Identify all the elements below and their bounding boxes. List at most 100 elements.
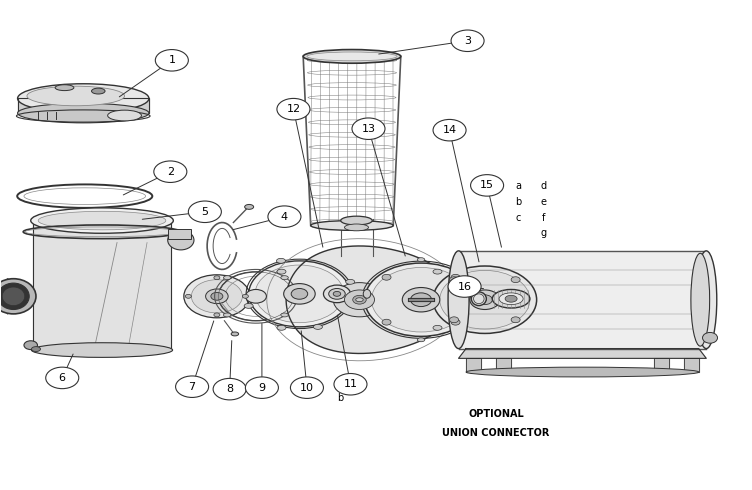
Ellipse shape <box>363 290 371 298</box>
Ellipse shape <box>451 274 460 280</box>
Ellipse shape <box>245 290 266 303</box>
Ellipse shape <box>341 216 372 225</box>
Text: 16: 16 <box>457 282 472 292</box>
Text: OPTIONAL: OPTIONAL <box>468 409 524 418</box>
Circle shape <box>268 206 301 227</box>
Text: 4: 4 <box>280 212 288 221</box>
Ellipse shape <box>17 103 149 123</box>
Ellipse shape <box>242 294 248 298</box>
Ellipse shape <box>291 289 308 299</box>
Polygon shape <box>466 358 481 372</box>
Ellipse shape <box>223 313 231 317</box>
Ellipse shape <box>450 277 459 283</box>
Text: a: a <box>337 379 343 389</box>
Ellipse shape <box>307 52 397 61</box>
Ellipse shape <box>277 325 286 330</box>
Ellipse shape <box>303 49 401 63</box>
Polygon shape <box>684 358 699 372</box>
Ellipse shape <box>696 251 717 348</box>
Ellipse shape <box>249 261 350 327</box>
Ellipse shape <box>470 290 500 310</box>
Ellipse shape <box>185 294 191 298</box>
Ellipse shape <box>479 298 487 302</box>
Ellipse shape <box>505 295 517 302</box>
Text: 10: 10 <box>300 383 314 392</box>
Ellipse shape <box>448 251 469 348</box>
Ellipse shape <box>333 292 341 296</box>
Ellipse shape <box>183 275 250 318</box>
Text: 1: 1 <box>168 55 175 65</box>
Text: 3: 3 <box>464 36 471 46</box>
Text: b: b <box>515 197 522 207</box>
Ellipse shape <box>472 292 487 306</box>
Circle shape <box>156 49 188 71</box>
Ellipse shape <box>311 220 393 230</box>
Text: 5: 5 <box>202 207 208 217</box>
Ellipse shape <box>17 84 149 113</box>
Ellipse shape <box>365 263 478 336</box>
Ellipse shape <box>333 283 386 317</box>
Ellipse shape <box>511 317 520 323</box>
Ellipse shape <box>244 204 253 209</box>
Circle shape <box>352 118 385 140</box>
Ellipse shape <box>344 224 368 231</box>
Ellipse shape <box>417 258 425 262</box>
Polygon shape <box>496 358 511 372</box>
Ellipse shape <box>474 294 484 304</box>
Text: UNION CONNECTOR: UNION CONNECTOR <box>442 428 550 438</box>
Circle shape <box>471 174 504 196</box>
Circle shape <box>154 161 186 182</box>
Ellipse shape <box>244 303 253 308</box>
Ellipse shape <box>314 324 323 329</box>
Ellipse shape <box>702 332 717 343</box>
Ellipse shape <box>451 319 460 325</box>
Text: g: g <box>541 228 547 238</box>
Ellipse shape <box>353 295 366 304</box>
Polygon shape <box>653 358 669 372</box>
Ellipse shape <box>417 338 425 342</box>
Text: 8: 8 <box>226 384 233 394</box>
Ellipse shape <box>440 270 530 329</box>
Text: b: b <box>337 393 343 403</box>
Text: 12: 12 <box>287 104 301 114</box>
Ellipse shape <box>231 332 238 336</box>
Circle shape <box>213 378 246 400</box>
Ellipse shape <box>511 277 520 283</box>
Ellipse shape <box>38 211 166 230</box>
Ellipse shape <box>433 269 442 274</box>
Ellipse shape <box>92 88 105 94</box>
Text: d: d <box>541 181 547 192</box>
Ellipse shape <box>323 285 350 303</box>
Circle shape <box>433 120 466 141</box>
Ellipse shape <box>214 313 220 317</box>
Ellipse shape <box>0 283 29 310</box>
Text: 13: 13 <box>362 123 375 134</box>
Circle shape <box>451 30 484 51</box>
Ellipse shape <box>55 85 74 91</box>
Ellipse shape <box>205 289 228 304</box>
Ellipse shape <box>280 313 288 317</box>
Circle shape <box>334 373 367 395</box>
Text: 11: 11 <box>344 379 357 389</box>
Polygon shape <box>459 348 706 358</box>
Text: 14: 14 <box>442 125 456 135</box>
Ellipse shape <box>211 293 223 300</box>
Ellipse shape <box>277 269 286 274</box>
Circle shape <box>448 276 481 297</box>
Ellipse shape <box>344 290 374 310</box>
Text: 15: 15 <box>480 180 494 191</box>
Ellipse shape <box>32 343 173 357</box>
Ellipse shape <box>280 276 288 280</box>
Ellipse shape <box>371 268 471 332</box>
Text: 7: 7 <box>189 382 196 392</box>
Ellipse shape <box>0 279 36 314</box>
Circle shape <box>175 376 208 397</box>
Text: f: f <box>541 213 545 222</box>
Ellipse shape <box>478 295 493 305</box>
Polygon shape <box>33 220 171 350</box>
Ellipse shape <box>191 280 242 313</box>
Ellipse shape <box>433 266 537 333</box>
Ellipse shape <box>329 289 345 299</box>
Ellipse shape <box>27 86 125 106</box>
Text: 6: 6 <box>59 373 65 383</box>
